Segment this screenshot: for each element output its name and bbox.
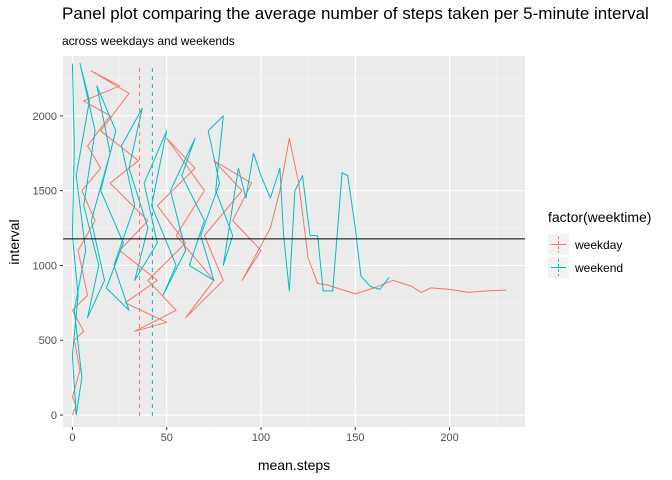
x-tick-label: 0 <box>69 432 75 444</box>
legend: factor(weektime) weekday weekend <box>548 209 651 278</box>
y-tick-label: 0 <box>51 410 57 422</box>
x-tick-label: 100 <box>252 432 270 444</box>
legend-label-weekday: weekday <box>574 238 622 252</box>
plot-panel <box>63 56 525 427</box>
y-axis-title: interval <box>6 219 22 264</box>
y-tick-label: 1500 <box>33 186 57 198</box>
x-tick-label: 50 <box>161 432 173 444</box>
y-tick-label: 1000 <box>33 260 57 272</box>
y-tick-label: 2000 <box>33 111 57 123</box>
y-axis: 0 500 1000 1500 2000 <box>33 111 63 422</box>
x-tick-label: 150 <box>346 432 364 444</box>
x-tick-label: 200 <box>440 432 458 444</box>
x-axis-title: mean.steps <box>258 457 330 473</box>
legend-label-weekend: weekend <box>574 261 623 275</box>
y-tick-label: 500 <box>39 335 57 347</box>
legend-title: factor(weektime) <box>548 209 651 225</box>
x-axis: 0 50 100 150 200 <box>69 427 458 444</box>
